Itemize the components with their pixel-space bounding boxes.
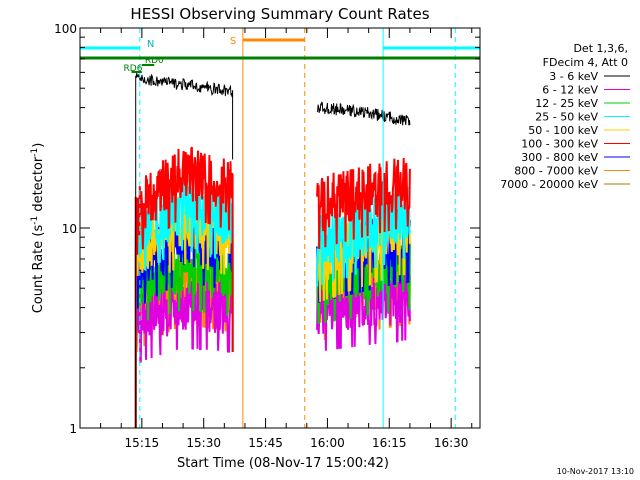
series-trace <box>316 101 411 126</box>
y-tick-label: 1 <box>69 422 77 436</box>
legend-entry-label: 25 - 50 keV <box>535 111 598 124</box>
y-label-sup2: -1 <box>30 148 40 157</box>
chart-title: HESSI Observing Summary Count Rates <box>130 5 429 23</box>
series-100-300-kev <box>134 146 411 428</box>
series-6-12-kev <box>134 268 411 428</box>
series-trace <box>134 277 234 428</box>
flag-label: RD6 <box>124 64 143 74</box>
x-tick-label: 15:15 <box>125 436 160 450</box>
legend-entry-label: 6 - 12 keV <box>542 84 598 97</box>
x-tick-label: 16:30 <box>434 436 469 450</box>
legend-entry-label: 100 - 300 keV <box>521 138 598 151</box>
x-tick-label: 15:30 <box>186 436 221 450</box>
legend-header: Det 1,3,6, <box>573 42 628 55</box>
saa-label: S <box>230 36 236 47</box>
y-label-mid: detector <box>31 156 46 216</box>
legend-header: FDecim 4, Att 0 <box>543 56 628 69</box>
series-3-6-kev <box>135 72 411 428</box>
flag-label: RD0 <box>145 56 164 66</box>
data-layer <box>134 72 411 428</box>
y-tick-label: 10 <box>62 222 77 236</box>
legend-entry-label: 50 - 100 keV <box>528 124 598 137</box>
y-label-sup1: -1 <box>30 216 40 225</box>
x-axis-label: Start Time (08-Nov-17 15:00:42) <box>177 456 389 471</box>
legend-entry-label: 800 - 7000 keV <box>514 165 598 178</box>
x-tick-label: 16:00 <box>310 436 345 450</box>
series-trace <box>134 240 234 428</box>
series-trace <box>316 157 411 250</box>
series-trace <box>316 268 411 351</box>
legend-entry-label: 12 - 25 keV <box>535 97 598 110</box>
x-tick-label: 16:15 <box>372 436 407 450</box>
series-trace <box>134 196 234 428</box>
y-label-end: ) <box>31 143 46 148</box>
y-axis-label: Count Rate (s-1 detector-1) <box>30 143 46 314</box>
axis-layer: 1 10 100 15:15 15:30 15:45 16:00 16:15 16:30 <box>54 22 480 450</box>
series-trace <box>134 146 234 428</box>
footer-date: 10-Nov-2017 13:10 <box>557 467 634 476</box>
night-label: N <box>147 39 154 50</box>
legend-entry-label: 300 - 800 keV <box>521 151 598 164</box>
legend-entry-label: 3 - 6 keV <box>549 70 598 83</box>
y-tick-label: 100 <box>54 22 77 36</box>
series-trace <box>135 72 234 428</box>
x-tick-label: 15:45 <box>248 436 283 450</box>
legend-entry-label: 7000 - 20000 keV <box>500 178 598 191</box>
y-label-main: Count Rate (s <box>31 225 46 314</box>
